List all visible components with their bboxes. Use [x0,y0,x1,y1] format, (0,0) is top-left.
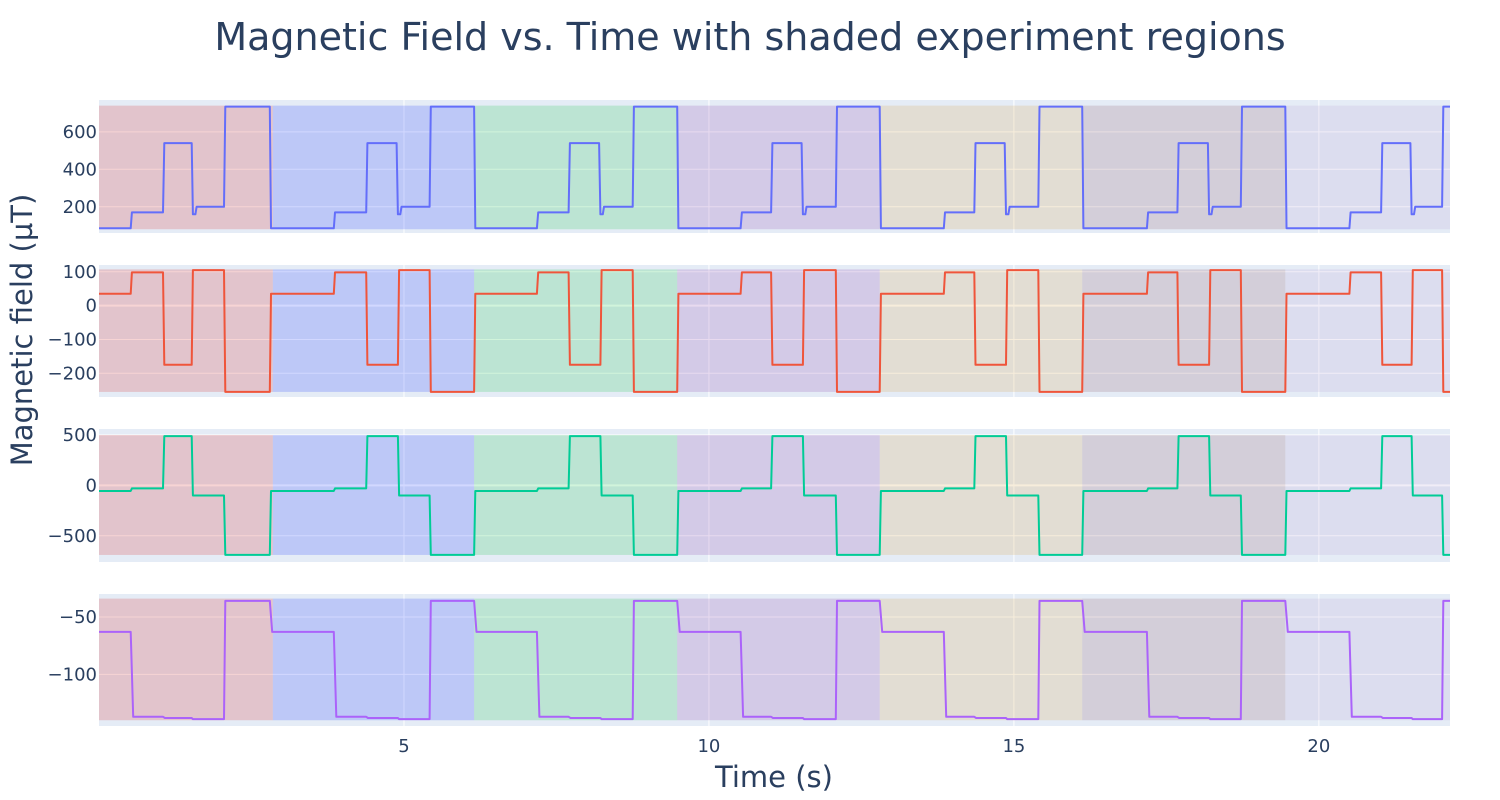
plot-background [99,100,1450,233]
y-tick-label: −100 [48,329,97,350]
y-axis-title: Magnetic field (µT) [5,194,39,467]
y-tick-label: −100 [48,664,97,685]
subplot-4: −50 −100 [48,594,1450,726]
experiment-region-3 [474,435,678,555]
y-tick-label: −50 [59,607,97,628]
experiment-region-1 [99,269,273,392]
experiment-region-2 [272,269,475,392]
series-line-1 [99,105,1450,230]
y-tick-label: 100 [63,262,97,283]
experiment-region-2 [272,435,475,555]
series-line-2 [99,269,1450,393]
experiment-region-6 [1082,105,1286,230]
plot-background [99,594,1450,726]
experiment-region-6 [1082,598,1286,721]
x-tick-label: 15 [1002,736,1025,757]
experiment-region-1 [99,435,273,555]
y-tick-label: 600 [63,122,97,143]
plot-background [99,265,1450,397]
y-tick-label: −200 [48,363,97,384]
experiment-region-7 [1285,269,1450,392]
experiment-region-5 [879,105,1083,230]
experiment-region-4 [677,435,880,555]
experiment-region-5 [879,269,1083,392]
experiment-region-6 [1082,435,1286,555]
experiment-region-6 [1082,269,1286,392]
y-tick-label: 0 [86,296,97,317]
y-tick-label: 400 [63,159,97,180]
subplot-3: 500 0 −500 [48,425,1450,562]
experiment-region-1 [99,598,273,721]
experiment-region-4 [677,269,880,392]
experiment-region-5 [879,435,1083,555]
experiment-region-3 [474,105,678,230]
experiment-region-4 [677,598,880,721]
experiment-region-2 [272,598,475,721]
chart-title: Magnetic Field vs. Time with shaded expe… [214,15,1285,59]
x-axis-title: Time (s) [714,760,833,794]
x-axis: 5 10 15 20 [398,736,1330,757]
y-tick-label: 200 [63,197,97,218]
experiment-region-7 [1285,105,1450,230]
x-tick-label: 5 [398,736,409,757]
series-line-4 [99,599,1450,721]
subplots: 200 400 600 100 0 −100 −200 500 0 −500 −50 −100 [48,100,1450,726]
y-tick-label: 0 [86,475,97,496]
x-tick-label: 10 [697,736,720,757]
experiment-region-4 [677,105,880,230]
experiment-region-7 [1285,598,1450,721]
experiment-region-2 [272,105,475,230]
y-tick-label: 500 [63,425,97,446]
x-tick-label: 20 [1307,736,1330,757]
y-tick-label: −500 [48,526,97,547]
experiment-region-3 [474,598,678,721]
experiment-region-1 [99,105,273,230]
subplot-2: 100 0 −100 −200 [48,262,1450,397]
subplot-1: 200 400 600 [63,100,1450,233]
experiment-region-5 [879,598,1083,721]
series-line-3 [99,435,1450,556]
experiment-region-3 [474,269,678,392]
